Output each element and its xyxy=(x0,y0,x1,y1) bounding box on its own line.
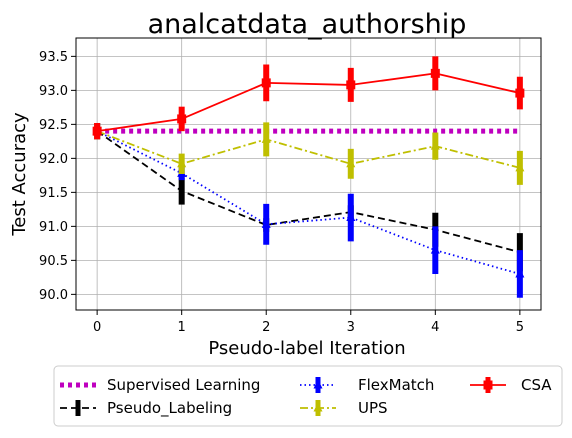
x-axis-label: Pseudo-label Iteration xyxy=(208,338,405,359)
data-point xyxy=(261,78,271,88)
legend-label: CSA xyxy=(521,376,552,394)
data-point xyxy=(430,68,440,78)
data-point xyxy=(261,218,271,228)
data-point xyxy=(515,162,525,172)
series-line xyxy=(96,130,521,275)
x-tick-label: 0 xyxy=(93,320,101,335)
y-tick-label: 90.5 xyxy=(39,254,68,269)
series-line xyxy=(96,130,521,254)
series-line xyxy=(97,72,521,133)
y-tick-label: 92.5 xyxy=(39,118,68,133)
legend-marker xyxy=(313,402,323,412)
legend-marker xyxy=(313,379,323,389)
legend-item: Supervised Learning xyxy=(60,376,260,394)
data-point xyxy=(177,114,187,124)
legend-frame xyxy=(53,365,563,427)
axis-ticks: 0 1 2 3 4 5 90.0 90.5 91.0 91.5 92.0 92.5 93.0 93.5 xyxy=(39,50,524,335)
data-point xyxy=(430,244,440,254)
legend: Supervised Learning Pseudo_Labeling FlexMa… xyxy=(53,365,563,427)
x-tick-label: 4 xyxy=(431,320,439,335)
legend-item: UPS xyxy=(300,399,388,417)
legend-item: FlexMatch xyxy=(300,376,434,394)
data-point xyxy=(261,133,271,143)
plot-frame xyxy=(75,37,542,311)
legend-label: Supervised Learning xyxy=(107,376,260,394)
y-tick-label: 92.0 xyxy=(39,152,68,167)
data-point xyxy=(515,88,525,98)
x-tick-label: 1 xyxy=(178,320,186,335)
data-point xyxy=(346,212,356,222)
x-tick-label: 5 xyxy=(516,320,524,335)
series-csa xyxy=(92,56,525,140)
series-layer xyxy=(92,56,525,298)
x-tick-label: 2 xyxy=(262,320,270,335)
data-point xyxy=(346,158,356,168)
chart-title: analcatdata_authorship xyxy=(148,9,467,40)
data-point xyxy=(92,126,102,136)
y-tick-label: 93.0 xyxy=(39,84,68,99)
legend-item: Pseudo_Labeling xyxy=(60,399,232,418)
y-tick-label: 91.5 xyxy=(39,186,68,201)
legend-label: FlexMatch xyxy=(358,376,434,394)
y-axis-label: Test Accuracy xyxy=(9,112,30,237)
legend-label: UPS xyxy=(358,399,388,417)
y-tick-label: 90.0 xyxy=(39,288,68,303)
data-point xyxy=(346,80,356,90)
legend-item: CSA xyxy=(470,376,552,394)
series-line xyxy=(96,130,521,169)
legend-label: Pseudo_Labeling xyxy=(107,399,232,418)
data-point xyxy=(177,158,187,168)
data-point xyxy=(515,268,525,278)
data-point xyxy=(430,140,440,150)
x-tick-label: 3 xyxy=(347,320,355,335)
legend-marker xyxy=(483,380,493,390)
y-tick-label: 93.5 xyxy=(39,50,68,65)
y-tick-label: 91.0 xyxy=(39,220,68,235)
